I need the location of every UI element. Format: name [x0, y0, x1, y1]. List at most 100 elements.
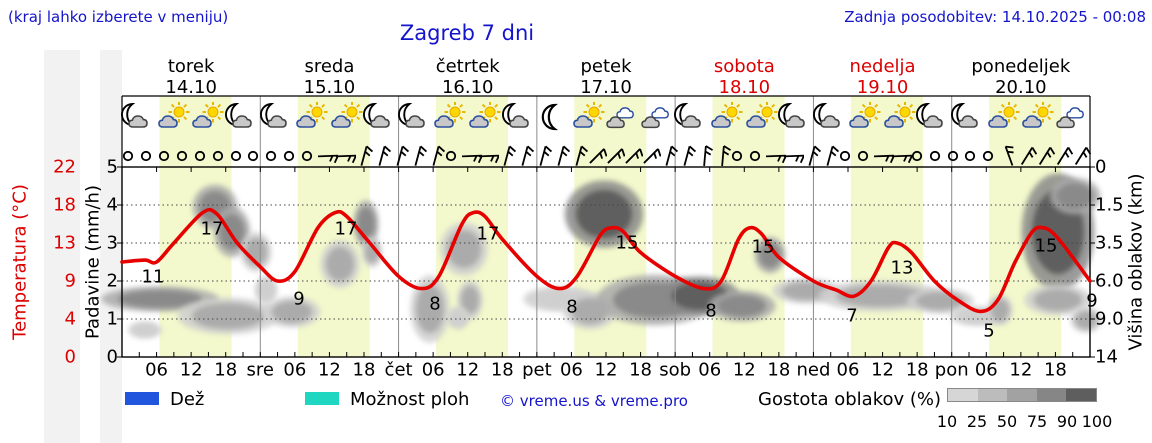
temp-value-label: 9 [293, 288, 305, 310]
density-tick-label: 90 [1056, 412, 1078, 431]
wind-barb-symbol [479, 143, 501, 167]
weather-icon-moon-cloud [363, 102, 399, 134]
weather-icon-moon-cloud [501, 102, 538, 134]
day-date: 18.10 [718, 77, 771, 98]
day-date: 16.10 [441, 77, 494, 98]
weather-icon-moon-cloud [916, 102, 952, 134]
weather-icon-clouds [1055, 102, 1091, 134]
wind-barb-symbol [999, 143, 1019, 167]
temp-tick-label: 4 [64, 308, 76, 330]
wind-calm-symbol [963, 143, 983, 167]
wind-calm-symbol [928, 143, 948, 167]
temp-value-label: 7 [846, 305, 858, 327]
density-tick-label: 100 [1081, 412, 1113, 431]
day-name: petek [580, 56, 632, 77]
time-tick-label: 12 [456, 359, 480, 381]
time-tick-label: 18 [629, 359, 653, 381]
temp-tick-label: 22 [53, 156, 76, 178]
wind-barb-symbol [426, 143, 446, 167]
time-tick-label: čet [384, 359, 413, 381]
cloud-blob [326, 247, 354, 281]
wind-calm-symbol [444, 143, 464, 167]
time-tick-label: pon [934, 359, 969, 381]
cloud-blob [258, 280, 274, 300]
precip-tick-label: 3 [106, 232, 118, 254]
wind-barb-symbol [1071, 143, 1092, 167]
wind-calm-symbol [121, 143, 141, 167]
wind-barb-symbol [641, 143, 662, 167]
cloud-blob [576, 190, 632, 238]
temp-value-label: 17 [200, 218, 224, 240]
cloud-blob [1034, 289, 1082, 311]
time-tick-label: sre [246, 359, 275, 381]
cloud-blob [1075, 311, 1097, 329]
legend-rain-label: Dež [170, 389, 205, 410]
temp-curve [120, 207, 1092, 314]
wind-barb-symbol [1053, 143, 1074, 167]
weather-icon-sun-cloud [882, 101, 918, 134]
weather-icon-clouds [605, 102, 641, 134]
wind-calm-symbol [300, 143, 320, 167]
weather-icon-sun-cloud [986, 101, 1022, 134]
time-tick-label: 12 [317, 359, 341, 381]
cloud-blob [272, 301, 312, 323]
wind-barb-symbol [497, 143, 517, 167]
wind-calm-symbol [157, 143, 177, 167]
density-tick-label: 75 [1026, 412, 1048, 431]
wind-barb-symbol [605, 143, 626, 167]
wind-calm-symbol [856, 143, 876, 167]
weather-icon-moon-cloud [225, 102, 261, 134]
wind-barb-symbol [820, 143, 840, 167]
weather-icon-moon-cloud [674, 102, 710, 134]
wind-barb-symbol [515, 143, 535, 167]
rain-legend-swatch [125, 392, 159, 405]
wind-barb-symbol [587, 143, 608, 167]
weather-icon-sun-cloud [1020, 101, 1056, 134]
time-tick-label: 12 [594, 359, 618, 381]
legend-cloud-density-label: Gostota oblakov (%) [758, 389, 942, 410]
time-tick-label: 18 [767, 359, 791, 381]
weather-icon-moon [536, 102, 572, 134]
last-updated: Zadnja posodobitev: 14.10.2025 - 00:08 [844, 8, 1146, 26]
time-tick-label: 06 [283, 359, 307, 381]
density-tick-label: 10 [936, 412, 958, 431]
wind-calm-symbol [282, 143, 302, 167]
weather-icon-sun-cloud [709, 101, 745, 134]
cloud-tick-label: 1.5 [1095, 194, 1124, 216]
temp-tick-label: 0 [64, 346, 76, 368]
wind-barb-symbol [408, 143, 428, 167]
weather-icon-sun-cloud [190, 101, 226, 134]
weather-icon-moon-cloud [397, 102, 434, 134]
wind-barb-symbol [623, 143, 644, 167]
time-tick-label: 18 [490, 359, 514, 381]
weather-icon-sun-cloud [294, 101, 330, 134]
weather-icon-sun-cloud [432, 101, 468, 134]
wind-barb-symbol [1035, 143, 1056, 167]
day-band [850, 96, 923, 357]
day-date: 14.10 [165, 77, 217, 98]
wind-barb-symbol [784, 143, 806, 167]
cloud-blob [450, 310, 466, 326]
day-name: ponedeljek [971, 56, 1071, 77]
day-name: četrtek [435, 56, 500, 77]
cloud-tick-label: 14 [1095, 346, 1118, 368]
wind-calm-symbol [175, 143, 195, 167]
day-name: sreda [304, 56, 355, 77]
margin-stripe-left-2 [100, 50, 122, 443]
time-tick-label: sob [659, 359, 692, 381]
wind-calm-symbol [246, 143, 266, 167]
day-name: nedelja [849, 56, 916, 77]
day-name: sobota [713, 56, 775, 77]
copyright-link[interactable]: © vreme.us & vreme.pro [500, 392, 688, 410]
cloud-blob [461, 286, 479, 314]
temp-tick-label: 18 [53, 194, 76, 216]
cloud-axis-title: Višina oblakov (km) [1125, 173, 1147, 351]
cloud-blob [416, 285, 444, 333]
precip-tick-label: 0 [106, 346, 118, 368]
precip-tick-label: 1 [106, 308, 118, 330]
wind-calm-symbol [730, 143, 750, 167]
weather-icon-moon-cloud [121, 102, 157, 134]
density-swatch [1036, 389, 1067, 401]
day-date: 19.10 [856, 77, 909, 98]
density-swatch [1066, 389, 1096, 401]
